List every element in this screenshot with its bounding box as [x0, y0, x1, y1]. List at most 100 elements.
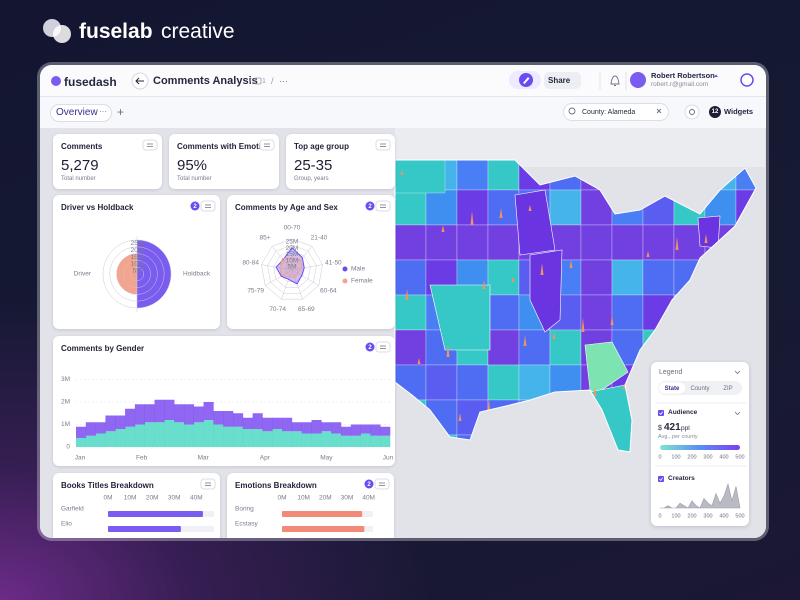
state — [487, 224, 520, 261]
state — [395, 294, 427, 331]
card: Driver vs Holdback — [53, 195, 220, 329]
state — [395, 329, 427, 366]
map — [40, 127, 766, 538]
map-marker — [646, 251, 650, 257]
kpi-caption: Group, years — [294, 176, 329, 182]
map-marker — [523, 335, 527, 346]
widgets-count: 12 — [711, 109, 719, 115]
state — [395, 160, 446, 194]
map-marker — [610, 315, 614, 325]
kpi-caption: Total number — [177, 176, 212, 182]
brand-name: fuselab — [79, 20, 153, 43]
card: Comments by Age and Sex — [227, 195, 395, 329]
card: Top age group 25-35 Group, years — [286, 134, 395, 189]
card-title: Comments with Emotion — [177, 142, 271, 151]
map-marker — [417, 358, 421, 364]
brand-icon — [43, 19, 71, 43]
state — [611, 294, 644, 331]
us-border — [394, 159, 757, 453]
app-content: fusedash Comments Analysis / 1 / ··· Sha… — [40, 65, 766, 538]
card-title: Emotions Breakdown — [235, 481, 317, 490]
breadcrumb-separator: / — [271, 76, 274, 86]
audience-label: Audience — [668, 409, 698, 416]
state — [549, 189, 582, 226]
card-title: Comments — [61, 142, 103, 151]
map-marker — [405, 289, 409, 300]
page-title: Comments Analysis — [153, 75, 258, 87]
state — [514, 189, 556, 256]
app-logo[interactable]: fusedash — [64, 75, 117, 89]
audience-unit: ppl — [681, 425, 690, 432]
card: Emotions Breakdown — [227, 473, 394, 538]
add-tab[interactable]: + — [117, 105, 125, 119]
card-title: Comments by Gender — [61, 344, 145, 353]
kpi-value: 95% — [177, 157, 208, 174]
map-marker — [593, 387, 597, 396]
state — [487, 189, 520, 226]
state — [487, 294, 520, 331]
state — [642, 259, 675, 296]
state — [425, 189, 458, 226]
user-email: robert.r@gmail.com — [651, 81, 709, 88]
map-marker — [470, 211, 474, 225]
state — [487, 329, 520, 366]
state — [395, 189, 427, 226]
map-marker — [540, 263, 544, 275]
overview-tab[interactable] — [50, 104, 112, 122]
state — [487, 259, 520, 296]
state — [456, 160, 489, 191]
share-button[interactable] — [544, 72, 581, 89]
audience-caption: Avg., per county — [658, 434, 698, 440]
card-title: Books Titles Breakdown — [61, 481, 154, 490]
map-marker — [704, 234, 708, 243]
map-marker — [458, 413, 462, 421]
map-marker — [441, 225, 445, 232]
map-marker — [511, 277, 515, 282]
user-name: Robert Robertson — [651, 71, 715, 80]
kpi-value: 5,279 — [61, 157, 99, 174]
state — [549, 329, 582, 366]
state — [425, 364, 458, 401]
state — [580, 259, 613, 296]
state — [487, 364, 520, 401]
map-marker — [552, 332, 556, 339]
kpi-value: 25-35 — [294, 157, 333, 174]
search-box[interactable] — [563, 103, 669, 121]
state — [611, 259, 644, 296]
state — [580, 224, 613, 261]
state — [425, 224, 458, 261]
state — [580, 294, 613, 331]
kpi-caption: Total number — [61, 176, 96, 182]
app-window: fusedash Comments Analysis / 1 / ··· Sha… — [40, 65, 766, 538]
card: Books Titles Breakdown — [53, 473, 220, 538]
card-title: Driver vs Holdback — [61, 203, 134, 212]
state — [429, 284, 491, 351]
map-legend — [651, 362, 749, 526]
widgets-label[interactable]: Widgets — [724, 107, 754, 116]
card: Comments with Emotion 95% Total number — [169, 134, 279, 189]
audience-value: 421 — [664, 422, 681, 433]
state — [487, 160, 520, 191]
card-title: Comments by Age and Sex — [235, 203, 338, 212]
breadcrumb-item[interactable]: 1 — [262, 78, 266, 85]
currency: $ — [658, 425, 662, 432]
state — [395, 259, 427, 296]
tab-label: Overview — [56, 107, 98, 118]
card-title: Top age group — [294, 142, 349, 151]
state — [611, 224, 644, 261]
map-marker — [400, 170, 404, 175]
share-label: Share — [548, 76, 571, 85]
map-marker — [675, 237, 679, 250]
state — [529, 249, 563, 333]
state — [395, 224, 427, 261]
breadcrumb-more[interactable]: ··· — [279, 76, 288, 86]
state — [584, 341, 629, 395]
map-marker — [569, 260, 573, 268]
state — [518, 329, 551, 366]
creators-label: Creators — [668, 475, 695, 482]
map-marker — [528, 205, 532, 211]
tab-menu[interactable]: ··· — [99, 107, 107, 116]
widgets-badge — [709, 106, 721, 118]
brand-suffix: creative — [161, 20, 235, 43]
map-marker — [482, 280, 486, 289]
